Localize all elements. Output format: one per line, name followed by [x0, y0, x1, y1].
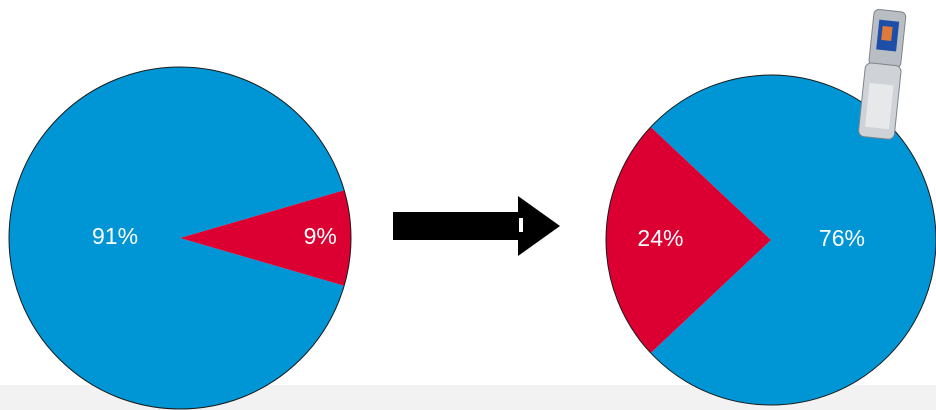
pies: 91% 9% 76% 24%: [8, 66, 936, 410]
phone-icon: [858, 9, 907, 140]
pie-slice: [8, 66, 345, 410]
pie-slice: [650, 75, 936, 406]
pie-slice: [605, 127, 771, 353]
phone-screen-image: [881, 25, 893, 41]
slice-label: 9%: [304, 223, 337, 249]
pie-outline: [605, 74, 936, 406]
slice-label: 91%: [92, 223, 138, 249]
arrow-shaft: [393, 212, 521, 240]
slice-label: 76%: [819, 225, 865, 251]
arrow: [393, 196, 560, 256]
phone-keypad: [865, 82, 894, 130]
pie-slice: [180, 190, 351, 286]
pie-outline: [8, 66, 352, 410]
arrow-notch: [519, 218, 523, 232]
slice-label: 24%: [637, 225, 683, 251]
arrow-head: [518, 196, 560, 256]
